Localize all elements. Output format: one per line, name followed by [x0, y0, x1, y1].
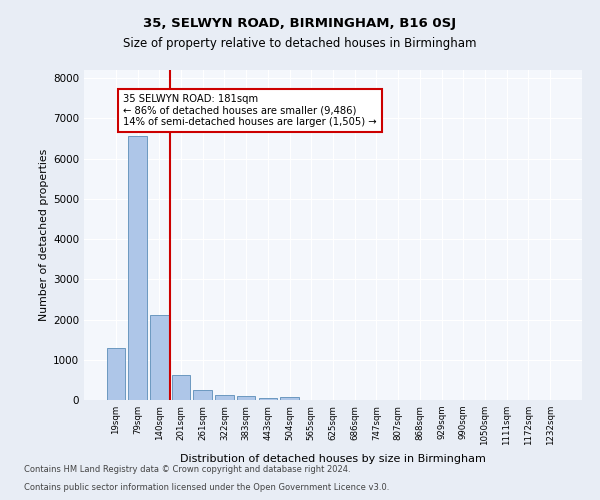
Bar: [215, 395, 233, 400]
Text: Contains HM Land Registry data © Crown copyright and database right 2024.: Contains HM Land Registry data © Crown c…: [24, 465, 350, 474]
Text: Contains public sector information licensed under the Open Government Licence v3: Contains public sector information licen…: [24, 484, 389, 492]
Bar: [172, 375, 190, 400]
Text: 35 SELWYN ROAD: 181sqm
← 86% of detached houses are smaller (9,486)
14% of semi-: 35 SELWYN ROAD: 181sqm ← 86% of detached…: [124, 94, 377, 128]
Text: 35, SELWYN ROAD, BIRMINGHAM, B16 0SJ: 35, SELWYN ROAD, BIRMINGHAM, B16 0SJ: [143, 18, 457, 30]
Bar: [259, 398, 277, 400]
Text: Size of property relative to detached houses in Birmingham: Size of property relative to detached ho…: [123, 38, 477, 51]
Bar: [280, 397, 299, 400]
Bar: [107, 348, 125, 400]
Y-axis label: Number of detached properties: Number of detached properties: [39, 149, 49, 321]
Bar: [237, 396, 256, 400]
X-axis label: Distribution of detached houses by size in Birmingham: Distribution of detached houses by size …: [180, 454, 486, 464]
Bar: [128, 136, 147, 400]
Bar: [150, 316, 169, 400]
Bar: [193, 390, 212, 400]
